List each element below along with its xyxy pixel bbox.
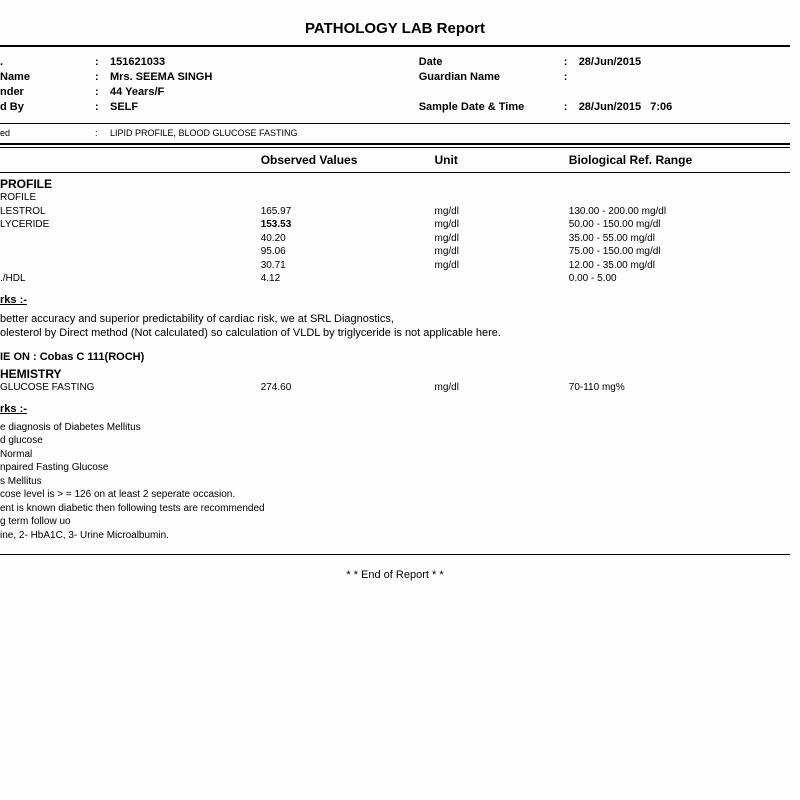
remark-line: ent is known diabetic then following tes… bbox=[0, 502, 790, 516]
result-unit: mg/dl bbox=[434, 259, 568, 273]
result-observed: 95.06 bbox=[261, 245, 435, 259]
column-headers: Observed Values Unit Biological Ref. Ran… bbox=[0, 149, 790, 171]
divider bbox=[0, 45, 790, 47]
divider bbox=[0, 123, 790, 124]
result-observed: 153.53 bbox=[261, 218, 435, 232]
result-ref-range: 35.00 - 55.00 mg/dl bbox=[569, 232, 790, 246]
remark-line: Normal bbox=[0, 448, 790, 462]
separator: : bbox=[564, 101, 579, 113]
result-row: GLUCOSE FASTING274.60mg/dl70-110 mg% bbox=[0, 381, 790, 395]
result-ref-range: 12.00 - 35.00 mg/dl bbox=[569, 259, 790, 273]
result-row: 30.71mg/dl12.00 - 35.00 mg/dl bbox=[0, 259, 790, 273]
col-observed: Observed Values bbox=[261, 153, 435, 167]
result-name: LYCERIDE bbox=[0, 218, 261, 232]
field-value: 28/Jun/2015 bbox=[579, 56, 641, 68]
result-row: 40.20mg/dl35.00 - 55.00 mg/dl bbox=[0, 232, 790, 246]
separator: : bbox=[95, 101, 110, 113]
divider bbox=[0, 143, 790, 145]
separator: : bbox=[95, 86, 110, 98]
divider bbox=[0, 554, 790, 555]
remark-line: g term follow uo bbox=[0, 515, 790, 529]
result-row: 95.06mg/dl75.00 - 150.00 mg/dl bbox=[0, 245, 790, 259]
result-observed: 30.71 bbox=[261, 259, 435, 273]
field-label: Guardian Name bbox=[419, 71, 564, 83]
section-title: PROFILE bbox=[0, 177, 790, 191]
divider bbox=[0, 172, 790, 173]
field-value: SELF bbox=[110, 101, 138, 113]
result-unit: mg/dl bbox=[434, 205, 568, 219]
result-name: ./HDL bbox=[0, 272, 261, 286]
result-ref-range: 50.00 - 150.00 mg/dl bbox=[569, 218, 790, 232]
divider bbox=[0, 147, 790, 148]
field-value: 44 Years/F bbox=[110, 86, 164, 98]
remark-line: e diagnosis of Diabetes Mellitus bbox=[0, 421, 790, 435]
section-title: HEMISTRY bbox=[0, 367, 790, 381]
field-label: Sample Date & Time bbox=[419, 101, 564, 113]
section-subtitle: ROFILE bbox=[0, 191, 790, 205]
end-of-report: * * End of Report * * bbox=[0, 569, 790, 581]
field-label: ed bbox=[0, 128, 95, 138]
result-observed: 4.12 bbox=[261, 272, 435, 286]
result-ref-range: 75.00 - 150.00 mg/dl bbox=[569, 245, 790, 259]
separator: : bbox=[564, 56, 579, 68]
remark-line: npaired Fasting Glucose bbox=[0, 461, 790, 475]
remarks-body: better accuracy and superior predictabil… bbox=[0, 312, 790, 342]
field-value: 28/Jun/2015 7:06 bbox=[579, 101, 673, 113]
field-value: LIPID PROFILE, BLOOD GLUCOSE FASTING bbox=[110, 128, 298, 138]
result-row: LESTROL165.97mg/dl130.00 - 200.00 mg/dl bbox=[0, 205, 790, 219]
field-label: Date bbox=[419, 56, 564, 68]
field-value: Mrs. SEEMA SINGH bbox=[110, 71, 212, 83]
result-unit bbox=[434, 272, 568, 286]
field-label: Name bbox=[0, 71, 95, 83]
field-label: d By bbox=[0, 101, 95, 113]
separator: : bbox=[564, 71, 579, 83]
result-observed: 40.20 bbox=[261, 232, 435, 246]
result-unit: mg/dl bbox=[434, 245, 568, 259]
result-name bbox=[0, 245, 261, 259]
remark-line: ine, 2- HbA1C, 3- Urine Microalbumin. bbox=[0, 529, 790, 543]
result-unit: mg/dl bbox=[434, 381, 568, 395]
remarks-label: rks :- bbox=[0, 294, 790, 306]
result-unit: mg/dl bbox=[434, 218, 568, 232]
result-observed: 274.60 bbox=[261, 381, 435, 395]
result-ref-range: 0.00 - 5.00 bbox=[569, 272, 790, 286]
result-unit: mg/dl bbox=[434, 232, 568, 246]
remark-line: cose level is > = 126 on at least 2 sepe… bbox=[0, 488, 790, 502]
col-unit: Unit bbox=[434, 153, 568, 167]
result-observed: 165.97 bbox=[261, 205, 435, 219]
remark-line: olesterol by Direct method (Not calculat… bbox=[0, 326, 790, 341]
field-label: nder bbox=[0, 86, 95, 98]
field-label: . bbox=[0, 56, 95, 68]
patient-info-block: . : 151621033 Date : 28/Jun/2015 Name : … bbox=[0, 49, 790, 122]
separator: : bbox=[95, 71, 110, 83]
result-row: ./HDL4.12 0.00 - 5.00 bbox=[0, 272, 790, 286]
result-name: LESTROL bbox=[0, 205, 261, 219]
remark-line: d glucose bbox=[0, 434, 790, 448]
result-name bbox=[0, 259, 261, 273]
separator: : bbox=[95, 56, 110, 68]
remark-line: s Mellitus bbox=[0, 475, 790, 489]
tests-ordered-row: ed : LIPID PROFILE, BLOOD GLUCOSE FASTIN… bbox=[0, 125, 790, 141]
col-ref-range: Biological Ref. Range bbox=[569, 153, 790, 167]
remarks-body: e diagnosis of Diabetes Mellitusd glucos… bbox=[0, 421, 790, 543]
report-title: PATHOLOGY LAB Report bbox=[0, 20, 790, 37]
field-value: 151621033 bbox=[110, 56, 165, 68]
result-row: LYCERIDE153.53mg/dl50.00 - 150.00 mg/dl bbox=[0, 218, 790, 232]
equipment-line: IE ON : Cobas C 111(ROCH) bbox=[0, 351, 790, 363]
result-ref-range: 70-110 mg% bbox=[569, 381, 790, 395]
separator: : bbox=[95, 128, 110, 138]
result-name: GLUCOSE FASTING bbox=[0, 381, 261, 395]
remark-line: better accuracy and superior predictabil… bbox=[0, 312, 790, 327]
result-name bbox=[0, 232, 261, 246]
remarks-label: rks :- bbox=[0, 403, 790, 415]
result-ref-range: 130.00 - 200.00 mg/dl bbox=[569, 205, 790, 219]
